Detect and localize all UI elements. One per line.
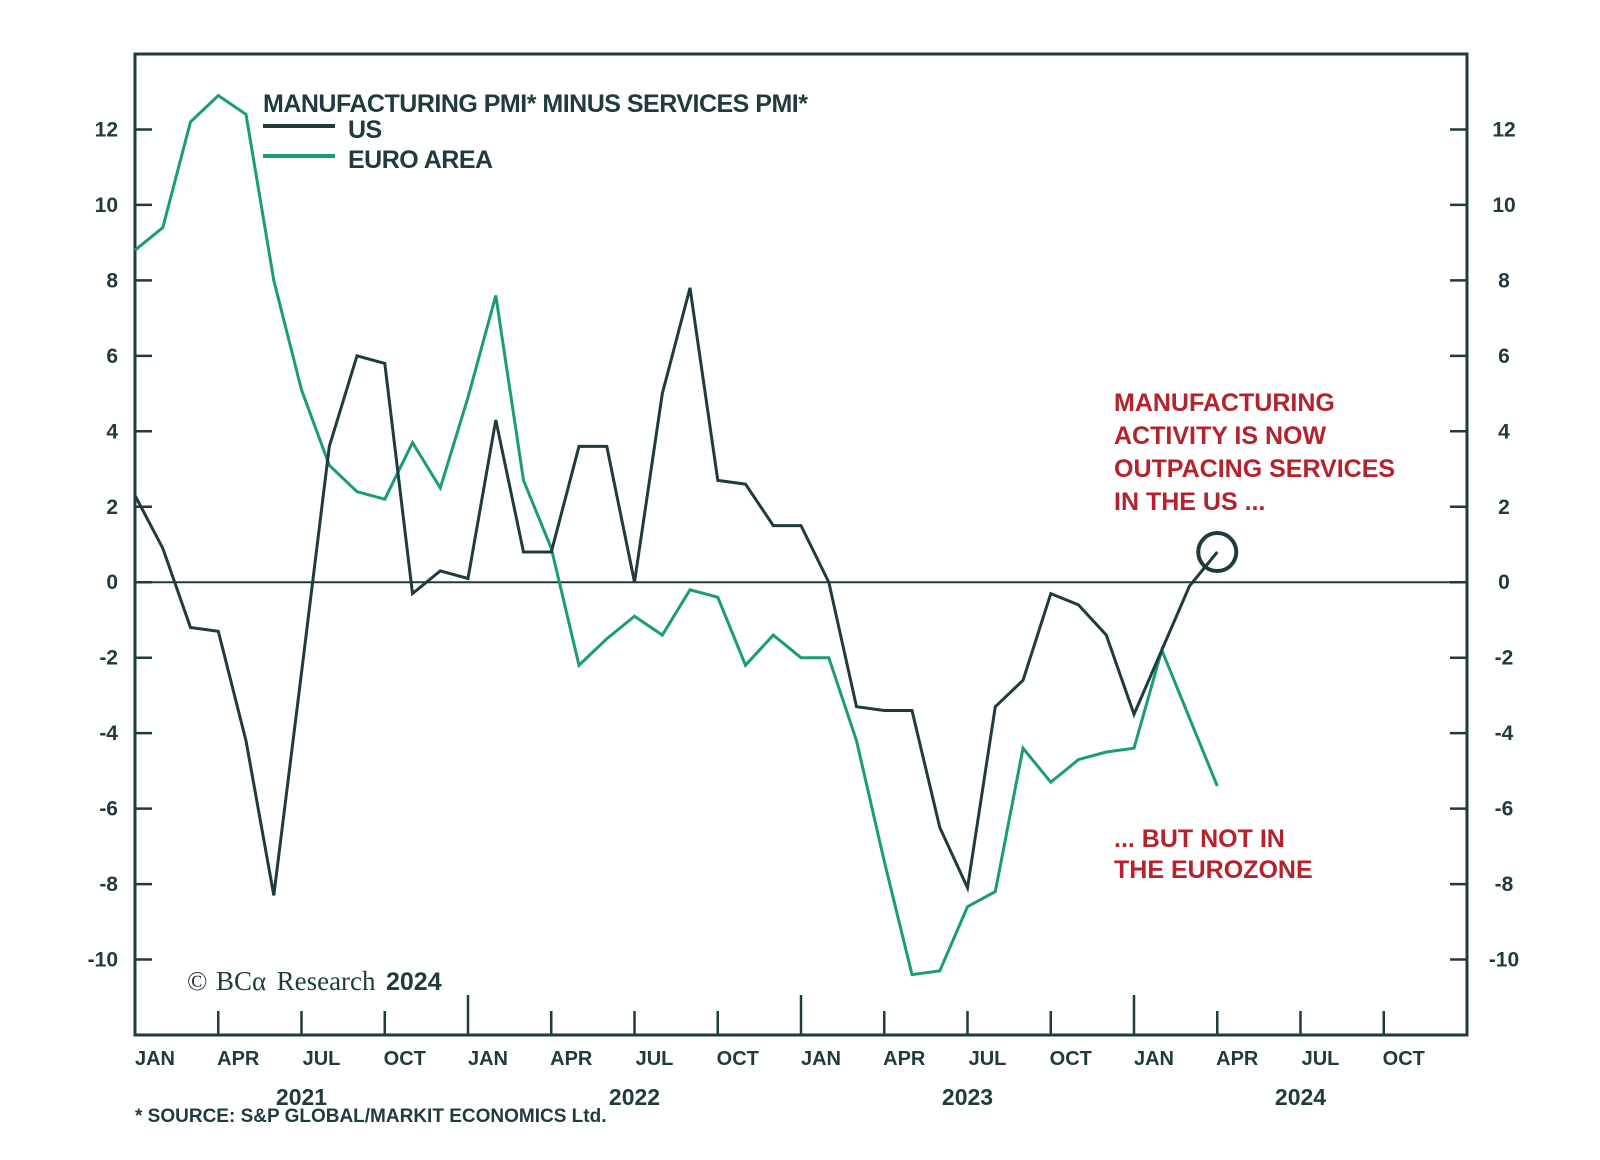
x-tick-label: APR	[217, 1048, 260, 1070]
annotation-us: MANUFACTURING ACTIVITY IS NOW OUTPACING …	[1114, 389, 1395, 516]
x-year-label: 2022	[609, 1084, 660, 1110]
y-tick-label-left: -2	[99, 647, 118, 670]
copyright-text: © BCα Research 2024	[187, 966, 442, 996]
x-tick-label: OCT	[1050, 1048, 1092, 1070]
plot-frame	[133, 52, 1469, 1037]
annotation-us-line-1: MANUFACTURING	[1114, 389, 1335, 417]
x-tick-label: APR	[883, 1048, 926, 1070]
y-tick-label-right: -2	[1495, 647, 1514, 670]
y-tick-label-right: -10	[1489, 949, 1519, 972]
x-tick-label: JUL	[303, 1048, 341, 1070]
copyright-mark: © BCα Research 2024	[187, 966, 442, 996]
y-tick-label-right: -6	[1495, 798, 1514, 821]
series-line-euro-area	[134, 93, 1219, 977]
x-tick-label: OCT	[717, 1048, 759, 1070]
brand-suffix: Research	[277, 966, 376, 996]
copyright-year: 2024	[386, 968, 442, 996]
source-note: * SOURCE: S&P GLOBAL/MARKIT ECONOMICS Lt…	[135, 1106, 606, 1127]
y-tick-label-right: 2	[1498, 496, 1510, 519]
x-year-label: 2023	[942, 1084, 993, 1110]
y-tick-label-right: 12	[1492, 118, 1515, 141]
y-tick-label-left: -6	[99, 798, 118, 821]
annotation-us-line-2: ACTIVITY IS NOW	[1114, 422, 1326, 450]
y-tick-label-left: -4	[99, 722, 118, 745]
annotation-us-line-3: OUTPACING SERVICES	[1114, 455, 1395, 483]
y-tick-label-left: 6	[106, 345, 118, 368]
brand-logo: BCα	[216, 966, 266, 996]
y-axis-left: -10 -8 -6 -4 -2 0 2 4 6 8 10 12	[88, 118, 152, 972]
legend: MANUFACTURING PMI* MINUS SERVICES PMI* U…	[263, 90, 809, 174]
x-tick-label: OCT	[1383, 1048, 1425, 1070]
y-tick-label-right: 8	[1498, 269, 1510, 292]
y-tick-label-left: 10	[95, 194, 118, 217]
series-layer	[133, 93, 1239, 977]
y-tick-label-left: 2	[106, 496, 118, 519]
x-tick-label: OCT	[384, 1048, 426, 1070]
y-tick-label-right: 6	[1498, 345, 1510, 368]
annotation-us-line-4: IN THE US ...	[1114, 488, 1265, 516]
x-tick-label: JUL	[1302, 1048, 1340, 1070]
x-year-label: 2021	[276, 1084, 327, 1110]
y-axis-right: -10 -8 -6 -4 -2 0 2 4 6 8 10 12	[1450, 118, 1519, 972]
x-tick-label: JAN	[135, 1048, 175, 1070]
y-tick-label-left: 0	[106, 571, 118, 594]
x-tick-label: JAN	[468, 1048, 508, 1070]
y-tick-label-right: 4	[1498, 420, 1510, 443]
annotation-eurozone-line-2: THE EUROZONE	[1114, 856, 1313, 884]
y-tick-label-left: -8	[99, 873, 118, 896]
y-tick-label-right: 0	[1498, 571, 1510, 594]
legend-label-euro-area: EURO AREA	[348, 146, 493, 174]
annotation-eurozone: ... BUT NOT IN THE EUROZONE	[1114, 825, 1313, 884]
x-tick-label: APR	[550, 1048, 593, 1070]
x-axis: JAN APR JUL OCT JAN APR JUL OCT JAN APR JUL OCT JAN A…	[135, 995, 1425, 1110]
y-tick-label-left: -10	[88, 949, 118, 972]
y-tick-label-right: 10	[1492, 194, 1515, 217]
x-tick-label: JUL	[636, 1048, 674, 1070]
plot-border	[133, 52, 1469, 1037]
y-tick-label-right: -8	[1495, 873, 1514, 896]
y-tick-label-left: 12	[95, 118, 118, 141]
y-tick-label-left: 4	[106, 420, 118, 443]
legend-label-us: US	[348, 116, 382, 144]
x-tick-label: JAN	[1134, 1048, 1174, 1070]
y-tick-label-left: 8	[106, 269, 118, 292]
highlight-circle	[1196, 531, 1239, 574]
x-tick-label: JAN	[801, 1048, 841, 1070]
x-year-label: 2024	[1275, 1084, 1326, 1110]
series-line-us	[133, 287, 1219, 896]
x-tick-label: JUL	[969, 1048, 1007, 1070]
legend-title: MANUFACTURING PMI* MINUS SERVICES PMI*	[263, 90, 808, 118]
y-tick-label-right: -4	[1495, 722, 1514, 745]
copyright-symbol: ©	[187, 966, 208, 996]
annotation-eurozone-line-1: ... BUT NOT IN	[1114, 825, 1285, 853]
x-tick-label: APR	[1216, 1048, 1259, 1070]
